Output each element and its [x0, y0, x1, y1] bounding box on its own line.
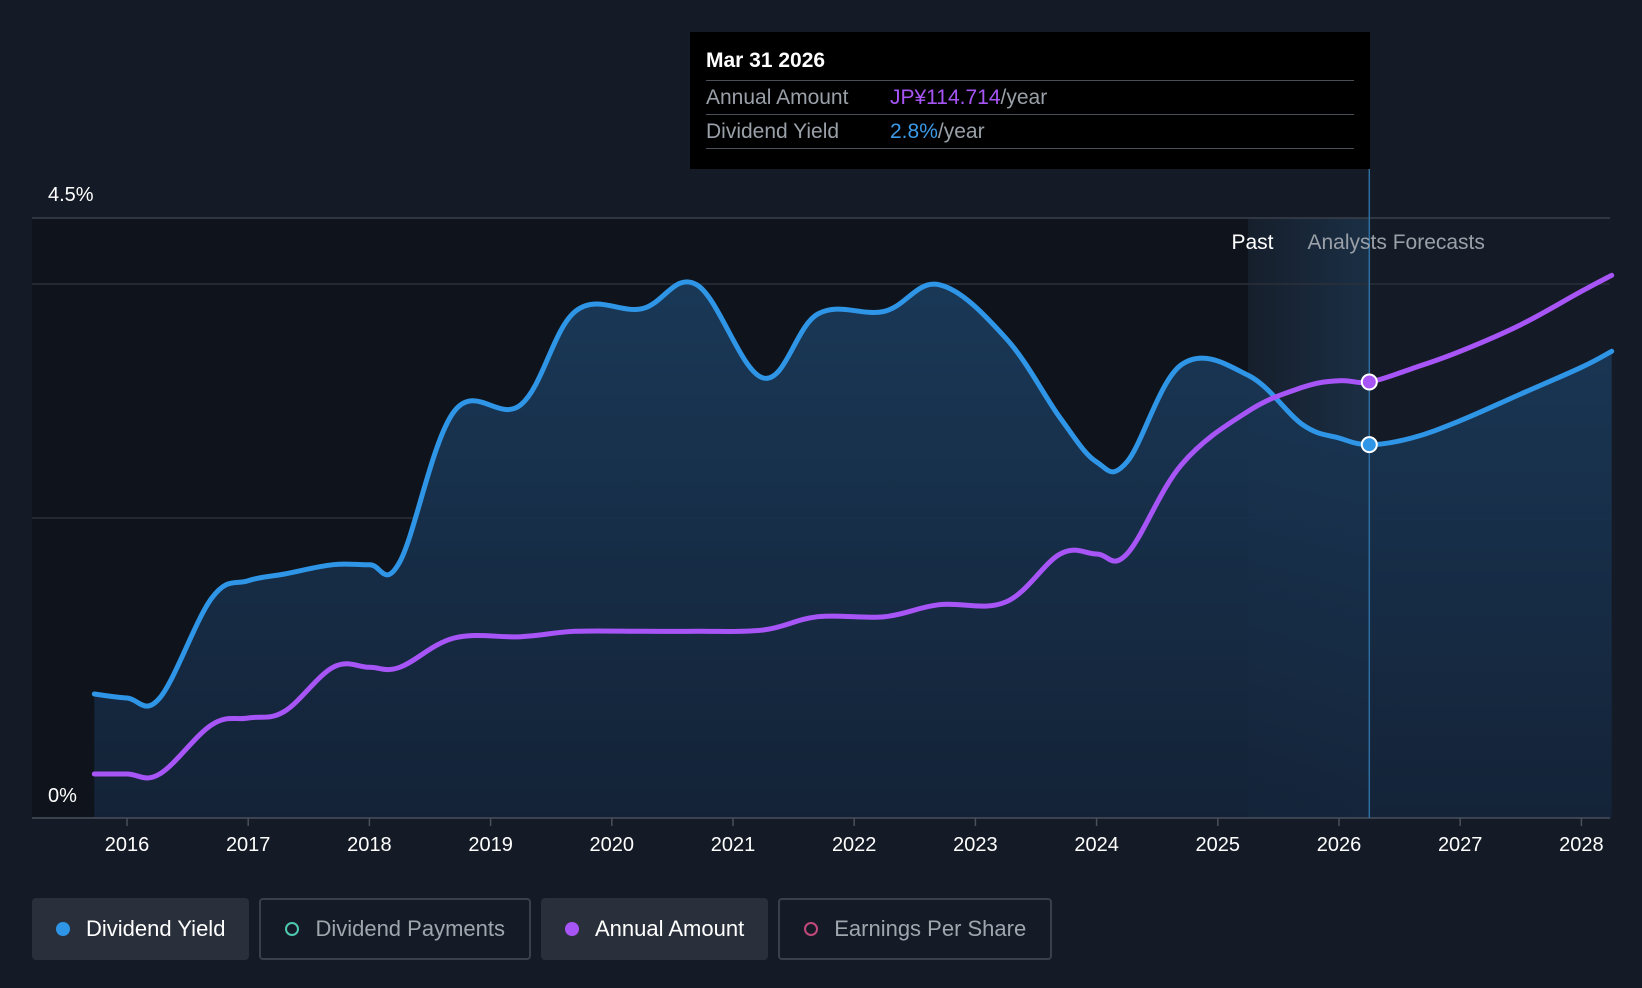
x-tick-label-2022: 2022 [832, 834, 877, 856]
tooltip-yield-value: 2.8% [890, 120, 938, 143]
y-label-max: 4.5% [48, 184, 94, 206]
dividend-yield-dot-icon [56, 922, 70, 936]
legend-annual-amount-label: Annual Amount [594, 916, 745, 941]
x-tick-label-2019: 2019 [468, 834, 513, 856]
legend-dividend-yield[interactable]: Dividend Yield [32, 898, 250, 960]
tooltip: Mar 31 2026 Annual Amount JP¥114.714 /ye… [690, 32, 1370, 169]
dividend-payments-ring-icon [285, 922, 300, 936]
x-tick-label-2023: 2023 [953, 834, 998, 856]
x-tick-label-2018: 2018 [347, 834, 392, 856]
tooltip-annual-value: JP¥114.714 [890, 86, 1001, 109]
x-tick-label-2028: 2028 [1559, 834, 1604, 856]
x-tick-label-2026: 2026 [1317, 834, 1362, 856]
legend-dividend-yield-label: Dividend Yield [86, 916, 226, 941]
tooltip-annual-unit: /year [1000, 86, 1048, 109]
x-tick-label-2017: 2017 [226, 834, 271, 856]
tooltip-date: Mar 31 2026 [706, 49, 826, 72]
x-axis-ticks: 2016 2017 2018 2019 2020 2021 2022 2023 2024 2025… [105, 818, 1604, 856]
earnings-per-share-ring-icon [804, 922, 819, 936]
legend-annual-amount[interactable]: Annual Amount [540, 898, 769, 960]
x-tick-label-2024: 2024 [1074, 834, 1119, 856]
x-tick-label-2016: 2016 [105, 834, 150, 856]
legend-earnings-per-share-label: Earnings Per Share [834, 916, 1027, 941]
x-tick-label-2027: 2027 [1438, 834, 1483, 856]
yield-marker [1360, 436, 1378, 454]
legend-dividend-payments-label: Dividend Payments [315, 916, 505, 941]
x-tick-label-2020: 2020 [590, 834, 635, 856]
forecast-label: Analysts Forecasts [1308, 231, 1485, 254]
legend-dividend-payments[interactable]: Dividend Payments [259, 898, 531, 960]
tooltip-annual-row: Annual Amount JP¥114.714 /year [706, 80, 1354, 114]
tooltip-yield-label: Dividend Yield [706, 120, 840, 143]
tooltip-yield-row: Dividend Yield 2.8% /year [706, 114, 1354, 149]
yield-area [94, 281, 1612, 819]
yield-line [91, 279, 1615, 709]
x-tick-label-2025: 2025 [1196, 834, 1241, 856]
legend-earnings-per-share[interactable]: Earnings Per Share [778, 898, 1053, 960]
tooltip-yield-unit: /year [937, 120, 985, 143]
x-tick-label-2021: 2021 [711, 834, 756, 856]
legend: Dividend Yield Dividend Payments Annual … [32, 898, 1053, 960]
y-label-zero: 0% [48, 785, 77, 807]
annual-amount-marker [1360, 373, 1378, 391]
past-label: Past [1231, 231, 1273, 254]
annual-amount-dot-icon [564, 922, 579, 936]
tooltip-annual-label: Annual Amount [706, 86, 849, 109]
